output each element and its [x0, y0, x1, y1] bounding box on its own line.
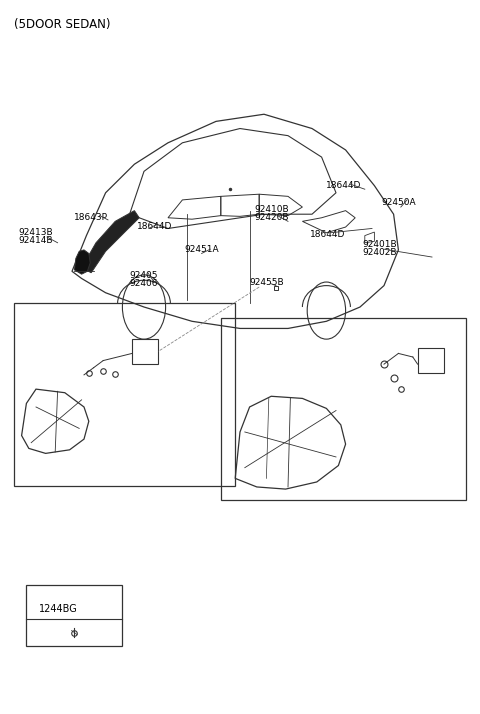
- Text: 92406: 92406: [130, 279, 158, 288]
- Text: 92402B: 92402B: [362, 248, 397, 256]
- Text: 92401B: 92401B: [362, 240, 397, 248]
- Bar: [14, 303, 235, 486]
- Bar: [26, 585, 122, 646]
- Bar: [132, 339, 158, 364]
- Text: (5DOOR SEDAN): (5DOOR SEDAN): [14, 19, 111, 31]
- Text: 18643P: 18643P: [74, 213, 108, 222]
- Text: 18644D: 18644D: [310, 230, 345, 238]
- Text: 92451A: 92451A: [185, 245, 219, 253]
- Text: 18644D: 18644D: [326, 181, 362, 190]
- Polygon shape: [82, 211, 139, 273]
- Text: 1244BG: 1244BG: [39, 604, 78, 614]
- Text: 92405: 92405: [130, 271, 158, 280]
- Bar: [418, 348, 444, 373]
- Text: 92410B: 92410B: [254, 206, 289, 214]
- Text: 92420B: 92420B: [254, 213, 289, 222]
- Polygon shape: [74, 250, 90, 274]
- Text: 92455B: 92455B: [250, 278, 284, 287]
- Text: 92413B: 92413B: [18, 228, 53, 237]
- Text: 92450A: 92450A: [382, 198, 416, 206]
- Text: 92414B: 92414B: [18, 236, 53, 245]
- Text: 18644D: 18644D: [137, 222, 172, 231]
